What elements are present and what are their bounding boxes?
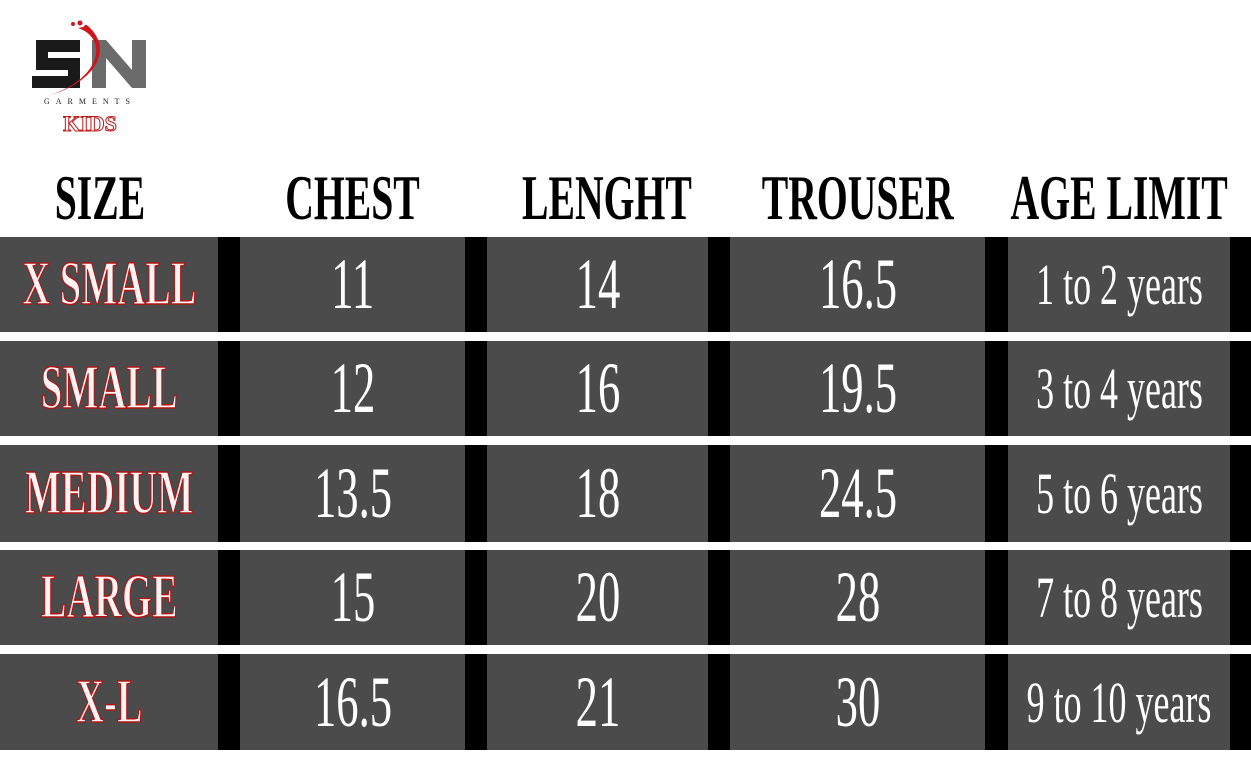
cell-length: 20 [487,550,708,645]
cell-value: 15 [330,557,375,637]
cell-trouser: 16.5 [730,237,985,332]
cell-value: 1 to 2 years [1035,252,1203,317]
cell-value: MEDIUM [24,458,194,528]
cell-value: 28 [835,557,880,637]
cell-value: 24.5 [818,453,897,533]
cell-value: 14 [575,244,620,324]
table-row: LARGE 15 20 28 7 to 8 years [0,550,1251,645]
cell-value: SMALL [40,353,178,423]
cell-size: MEDIUM [0,445,218,542]
cell-size: X-L [0,654,218,750]
cell-chest: 15 [240,550,465,645]
cell-length: 16 [487,341,708,436]
cell-size: SMALL [0,341,218,436]
table-row: X SMALL 11 14 16.5 1 to 2 years [0,237,1251,332]
cell-trouser: 24.5 [730,445,985,542]
cell-chest: 12 [240,341,465,436]
logo-n-mark [92,40,146,88]
header-age-limit: AGE LIMIT [1010,161,1228,233]
table-row: SMALL 12 16 19.5 3 to 4 years [0,341,1251,436]
table-row: MEDIUM 13.5 18 24.5 5 to 6 years [0,445,1251,542]
cell-chest: 11 [240,237,465,332]
header-length: LENGHT [522,161,692,233]
cell-chest: 16.5 [240,654,465,750]
cell-value: X-L [75,667,143,737]
cell-value: 16 [575,348,620,428]
cell-value: 16.5 [818,244,897,324]
cell-value: 16.5 [313,661,392,742]
cell-value: 18 [575,453,620,533]
header-size: SIZE [54,161,146,233]
logo-subtitle: GARMENTS [44,97,136,106]
cell-length: 21 [487,654,708,750]
cell-value: X SMALL [21,249,197,319]
cell-trouser: 30 [730,654,985,750]
cell-size: X SMALL [0,237,218,332]
logo-s-mark [32,40,80,88]
cell-value: 21 [575,661,620,742]
header-trouser: TROUSER [761,161,954,233]
cell-age: 3 to 4 years [1008,341,1230,436]
cell-value: 7 to 8 years [1035,565,1203,630]
cell-size: LARGE [0,550,218,645]
cell-age: 5 to 6 years [1008,445,1230,542]
cell-trouser: 19.5 [730,341,985,436]
cell-value: 30 [835,661,880,742]
cell-value: 13.5 [313,453,392,533]
cell-length: 18 [487,445,708,542]
cell-value: LARGE [40,562,178,632]
cell-value: 12 [330,348,375,428]
cell-chest: 13.5 [240,445,465,542]
brand-logo: GARMENTS KIDS [28,18,153,138]
logo-line: KIDS [63,111,117,136]
cell-age: 1 to 2 years [1008,237,1230,332]
cell-value: 20 [575,557,620,637]
cell-trouser: 28 [730,550,985,645]
cell-age: 7 to 8 years [1008,550,1230,645]
cell-age: 9 to 10 years [1008,654,1230,750]
table-row: X-L 16.5 21 30 9 to 10 years [0,654,1251,750]
cell-value: 11 [331,244,374,324]
cell-value: 9 to 10 years [1026,669,1212,735]
header-chest: CHEST [285,161,420,233]
cell-length: 14 [487,237,708,332]
cell-value: 3 to 4 years [1035,356,1203,421]
cell-value: 5 to 6 years [1035,461,1203,526]
cell-value: 19.5 [818,348,897,428]
